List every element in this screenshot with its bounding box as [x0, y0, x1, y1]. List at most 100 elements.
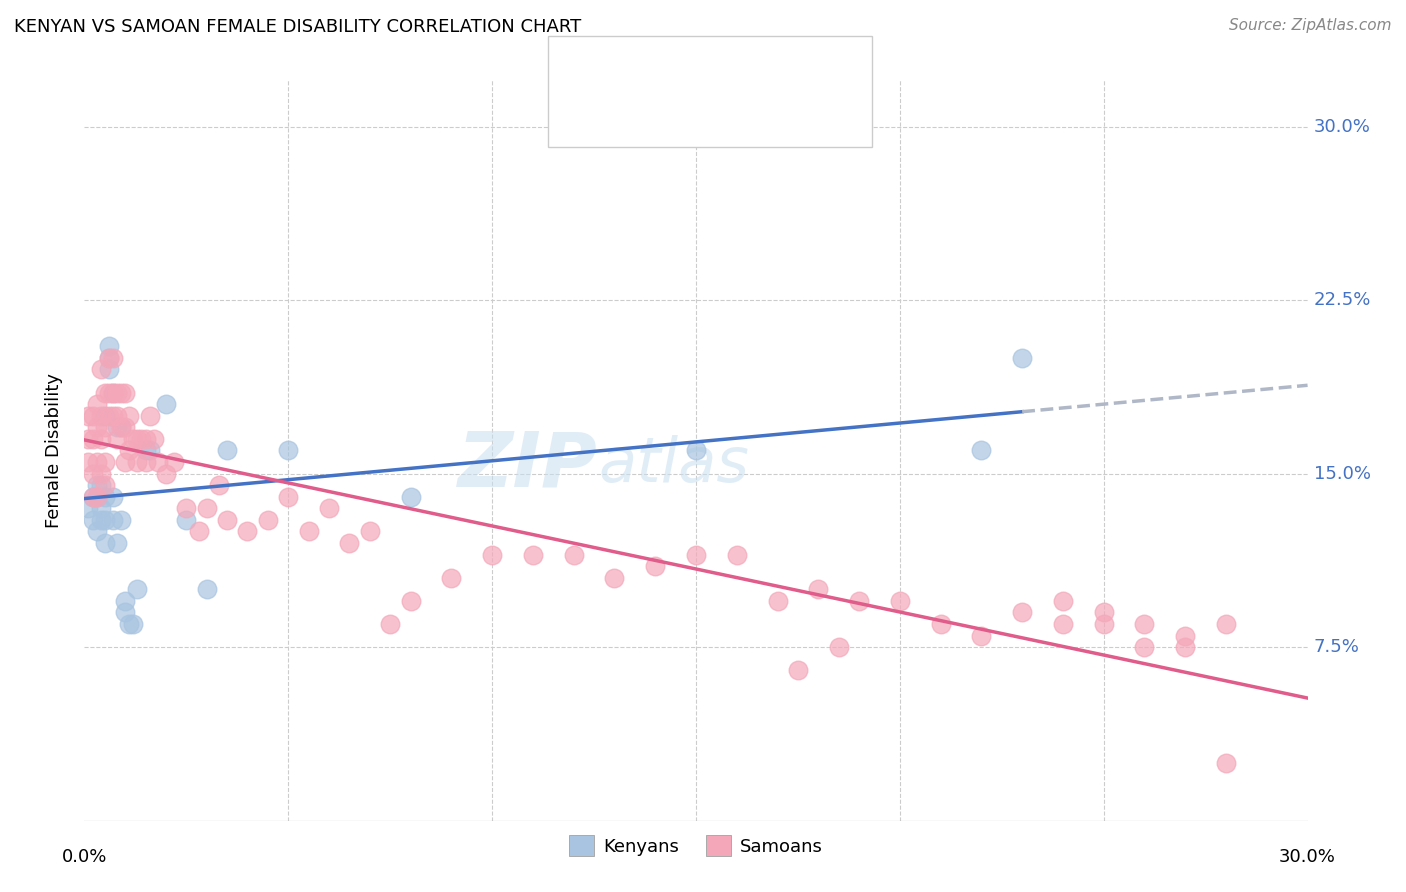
Point [90, 513, 112, 527]
Point [93, 420, 115, 434]
Point [1052, 594, 1074, 608]
Point [122, 432, 145, 446]
Point [146, 455, 169, 469]
Point [101, 513, 124, 527]
Point [399, 594, 422, 608]
Point [114, 385, 136, 400]
Point [155, 397, 177, 411]
Point [105, 536, 128, 550]
Point [101, 351, 124, 365]
Point [86, 490, 108, 504]
Point [97, 351, 120, 365]
Text: 0.0%: 0.0% [62, 848, 107, 866]
Point [97, 362, 120, 376]
Point [82, 513, 104, 527]
Text: 39: 39 [773, 57, 799, 77]
Point [440, 571, 463, 585]
Point [90, 501, 112, 516]
Point [82, 409, 104, 423]
Point [105, 385, 128, 400]
Point [105, 409, 128, 423]
Point [1052, 617, 1074, 632]
Text: 87: 87 [773, 100, 799, 120]
Point [105, 432, 128, 446]
Text: R =: R = [609, 100, 651, 120]
Point [142, 432, 165, 446]
Point [1174, 640, 1197, 654]
Point [86, 455, 108, 469]
Point [807, 582, 830, 597]
Text: 15.0%: 15.0% [1313, 465, 1371, 483]
Point [93, 536, 115, 550]
Point [118, 617, 141, 632]
Point [725, 548, 748, 562]
Point [644, 559, 666, 574]
Point [359, 524, 381, 539]
Point [127, 582, 149, 597]
Point [118, 409, 141, 423]
Point [101, 385, 124, 400]
Point [970, 628, 993, 642]
Point [1011, 606, 1033, 620]
Point [889, 594, 911, 608]
Point [86, 397, 108, 411]
Point [1215, 617, 1237, 632]
Point [1011, 351, 1033, 365]
Point [77, 432, 100, 446]
Point [82, 467, 104, 481]
Text: ZIP: ZIP [458, 428, 598, 502]
Point [86, 524, 108, 539]
Point [848, 594, 870, 608]
Point [127, 455, 149, 469]
Point [131, 432, 153, 446]
Point [93, 513, 115, 527]
Text: R =: R = [609, 57, 651, 77]
Point [135, 443, 157, 458]
Point [93, 490, 115, 504]
Point [114, 606, 136, 620]
Point [118, 443, 141, 458]
Point [685, 548, 707, 562]
Point [90, 432, 112, 446]
Legend: Kenyans, Samoans: Kenyans, Samoans [561, 828, 831, 863]
Point [236, 524, 259, 539]
Point [195, 501, 218, 516]
Text: 30.0%: 30.0% [1313, 118, 1371, 136]
Point [828, 640, 851, 654]
Point [90, 362, 112, 376]
Point [155, 467, 177, 481]
Point [97, 351, 120, 365]
Text: N =: N = [731, 57, 775, 77]
Point [90, 409, 112, 423]
Point [105, 420, 128, 434]
Point [277, 443, 299, 458]
Point [77, 455, 100, 469]
Point [82, 490, 104, 504]
Point [86, 490, 108, 504]
Text: 22.5%: 22.5% [1313, 291, 1371, 309]
Point [1092, 617, 1115, 632]
Point [787, 663, 810, 677]
Text: 7.5%: 7.5% [1313, 638, 1360, 657]
Point [138, 409, 160, 423]
Point [603, 571, 626, 585]
Point [217, 443, 239, 458]
Text: 30.0%: 30.0% [1279, 848, 1336, 866]
Point [163, 455, 186, 469]
Point [318, 501, 340, 516]
Point [101, 409, 124, 423]
Point [298, 524, 321, 539]
Point [90, 478, 112, 492]
Point [195, 582, 218, 597]
Text: KENYAN VS SAMOAN FEMALE DISABILITY CORRELATION CHART: KENYAN VS SAMOAN FEMALE DISABILITY CORRE… [14, 18, 581, 36]
Point [1133, 617, 1156, 632]
Point [97, 385, 120, 400]
Point [110, 420, 132, 434]
Point [93, 385, 115, 400]
Point [93, 455, 115, 469]
Point [93, 409, 115, 423]
Point [929, 617, 952, 632]
Point [217, 513, 239, 527]
Point [257, 513, 280, 527]
Point [86, 420, 108, 434]
